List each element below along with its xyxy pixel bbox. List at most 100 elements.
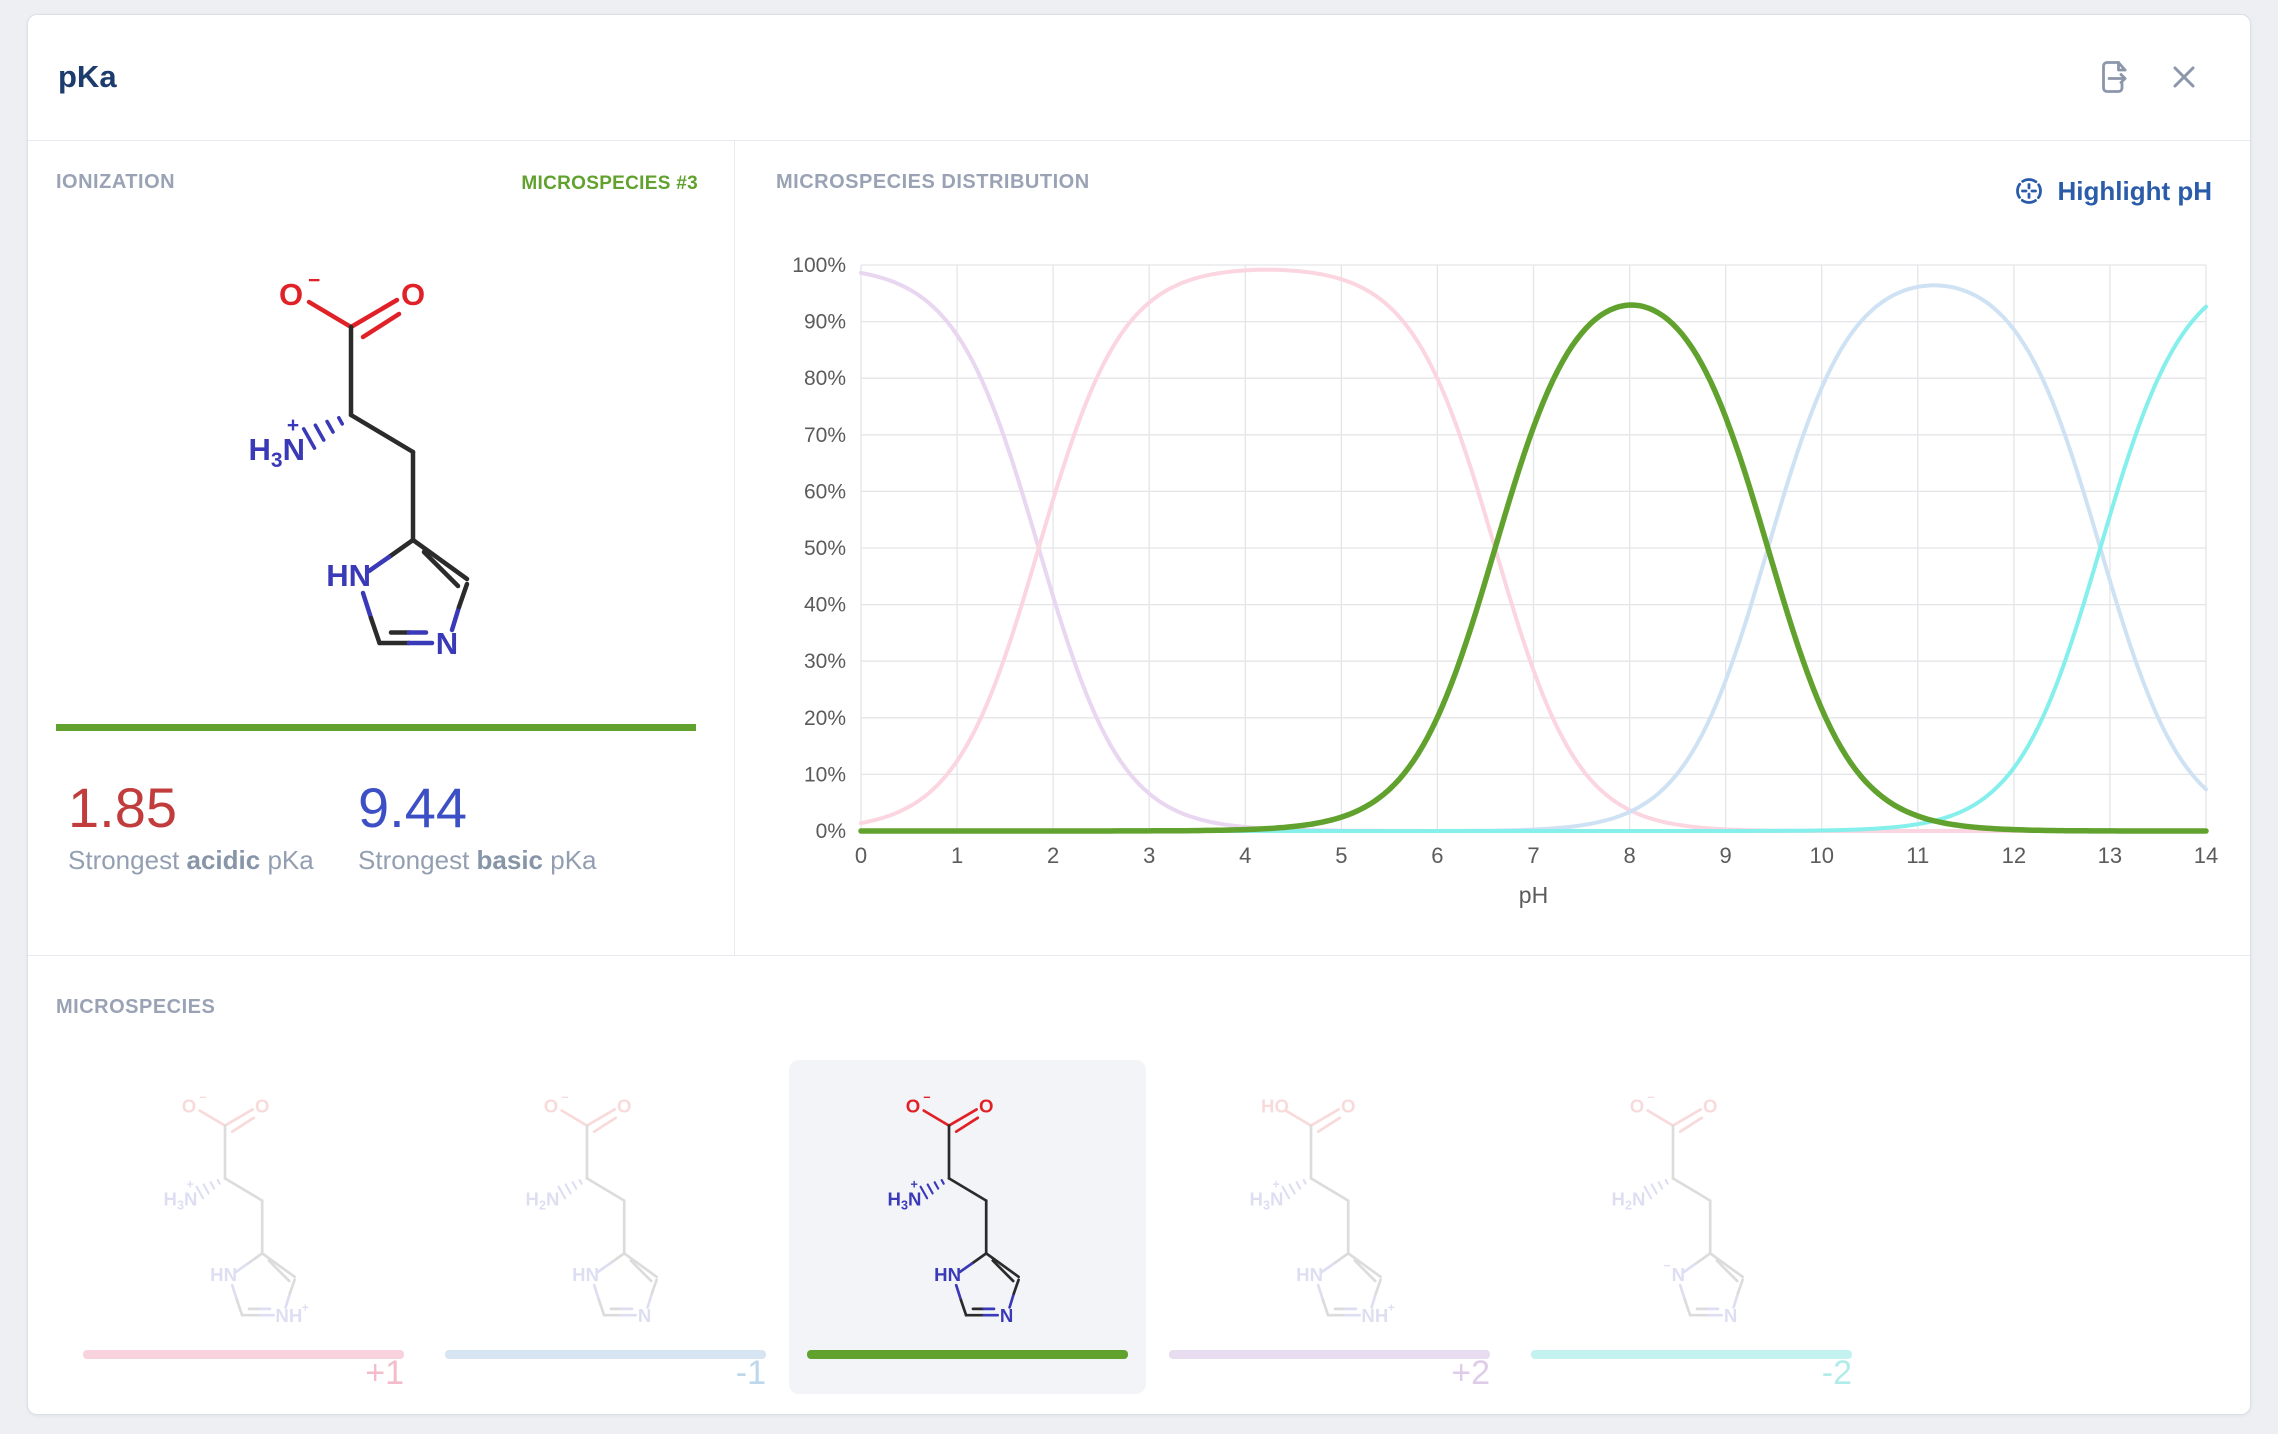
header-divider <box>28 140 2250 141</box>
close-button[interactable] <box>2164 57 2204 97</box>
svg-text:O: O <box>255 1095 269 1116</box>
svg-text:2: 2 <box>1047 843 1059 868</box>
molecule-structure: O − O H2N HN N <box>461 1074 749 1350</box>
svg-text:−: − <box>561 1091 568 1105</box>
charge-label: +2 <box>1451 1354 1490 1392</box>
svg-text:14: 14 <box>2194 843 2218 868</box>
species-color-bar <box>83 1350 404 1359</box>
svg-text:1: 1 <box>951 843 963 868</box>
svg-text:+: + <box>1273 1178 1280 1192</box>
svg-text:8: 8 <box>1623 843 1635 868</box>
svg-text:4: 4 <box>1239 843 1251 868</box>
molecule-structure: O − O H2N N − N <box>1547 1074 1835 1350</box>
microspecies-card-minus1[interactable]: O − O H2N HN N -1 <box>427 1060 784 1394</box>
microspecies-card-neutral-selected[interactable]: O − O H3N + HN N <box>789 1060 1146 1394</box>
acidic-pka-label: Strongest acidic pKa <box>68 844 314 875</box>
svg-text:100%: 100% <box>792 254 846 277</box>
svg-text:0%: 0% <box>816 820 846 843</box>
svg-text:H2N: H2N <box>1612 1188 1646 1212</box>
molecule-structure: O − O H3N + HN NH + <box>99 1074 387 1350</box>
svg-text:N: N <box>1000 1305 1013 1326</box>
svg-text:O: O <box>906 1095 920 1116</box>
species-color-bar <box>807 1350 1128 1359</box>
svg-text:+: + <box>287 414 299 437</box>
svg-text:−: − <box>923 1091 930 1105</box>
svg-text:70%: 70% <box>804 424 846 447</box>
crosshair-icon <box>2016 178 2043 204</box>
svg-text:90%: 90% <box>804 311 846 334</box>
acidic-pka-value: 1.85 <box>68 776 177 839</box>
basic-pka: 9.44 Strongest basic pKa <box>358 777 648 876</box>
svg-text:6: 6 <box>1431 843 1443 868</box>
svg-text:40%: 40% <box>804 594 846 617</box>
svg-text:H3N: H3N <box>249 432 305 472</box>
svg-text:−: − <box>1664 1259 1671 1273</box>
basic-pka-label: Strongest basic pKa <box>358 844 597 875</box>
svg-text:3: 3 <box>1143 843 1155 868</box>
section-divider <box>28 955 2250 956</box>
svg-text:pH: pH <box>1519 882 1548 908</box>
svg-text:O: O <box>401 277 425 312</box>
microspecies-card-minus2[interactable]: O − O H2N N − N -2 <box>1513 1060 1870 1394</box>
species-color-bar <box>445 1350 766 1359</box>
species-color-bar <box>1531 1350 1852 1359</box>
svg-text:−: − <box>199 1091 206 1105</box>
ionization-section-title: IONIZATION <box>56 171 176 193</box>
svg-text:10%: 10% <box>804 763 846 786</box>
svg-text:HO: HO <box>1261 1095 1289 1116</box>
charge-label: -2 <box>1821 1354 1852 1392</box>
svg-text:HN: HN <box>572 1264 599 1285</box>
svg-text:O: O <box>544 1095 558 1116</box>
svg-text:30%: 30% <box>804 650 846 673</box>
export-button[interactable] <box>2094 57 2134 97</box>
distribution-chart[interactable]: 0% 10% 20% 30% 40% 50% 60% 70% 80% 90% 100% 0 1 2 3 4 5 6… <box>766 241 2236 921</box>
svg-text:H3N: H3N <box>888 1188 922 1212</box>
svg-text:+: + <box>302 1301 309 1315</box>
svg-text:N: N <box>436 626 458 661</box>
svg-text:N: N <box>1672 1264 1685 1285</box>
molecule-structure: O − O H3N + HN N <box>823 1074 1111 1350</box>
selected-species-underline <box>56 724 696 731</box>
svg-text:NH: NH <box>1361 1305 1388 1326</box>
svg-text:5: 5 <box>1335 843 1347 868</box>
svg-text:O: O <box>617 1095 631 1116</box>
highlight-ph-label: Highlight pH <box>2057 175 2212 206</box>
microspecies-card-plus1[interactable]: O − O H3N + HN NH + +1 <box>65 1060 422 1394</box>
svg-text:50%: 50% <box>804 537 846 560</box>
microspecies-badge: MICROSPECIES #3 <box>521 173 698 194</box>
export-icon <box>2102 61 2127 93</box>
distribution-section-title: MICROSPECIES DISTRIBUTION <box>776 171 1090 193</box>
acidic-pka: 1.85 Strongest acidic pKa <box>68 777 358 876</box>
svg-text:11: 11 <box>1906 843 1929 868</box>
svg-text:12: 12 <box>2002 843 2026 868</box>
molecule-structure: HO O H3N + HN NH + <box>1185 1074 1473 1350</box>
microspecies-card-plus2[interactable]: HO O H3N + HN NH + +2 <box>1151 1060 1508 1394</box>
microspecies-list: O − O H3N + HN NH + +1 O − O H2N HN N -1 O − O H3N + HN N … <box>28 956 2250 1415</box>
svg-text:20%: 20% <box>804 707 846 730</box>
pka-values: 1.85 Strongest acidic pKa 9.44 Strongest… <box>68 777 648 876</box>
svg-text:+: + <box>187 1178 194 1192</box>
svg-text:0: 0 <box>855 843 867 868</box>
distribution-panel: MICROSPECIES DISTRIBUTION Highlight pH 0… <box>736 141 2252 955</box>
svg-text:O: O <box>979 1095 993 1116</box>
svg-text:−: − <box>1647 1091 1654 1105</box>
svg-text:60%: 60% <box>804 480 846 503</box>
species-color-bar <box>1169 1350 1490 1359</box>
svg-text:13: 13 <box>2098 843 2122 868</box>
svg-text:O: O <box>1341 1095 1355 1116</box>
svg-text:HN: HN <box>1296 1264 1323 1285</box>
close-icon <box>2173 66 2195 88</box>
svg-text:9: 9 <box>1719 843 1731 868</box>
svg-text:10: 10 <box>1809 843 1833 868</box>
header-actions <box>2094 57 2204 97</box>
svg-text:−: − <box>308 269 320 292</box>
page-title: pKa <box>58 59 117 94</box>
svg-text:H2N: H2N <box>526 1188 560 1212</box>
svg-text:N: N <box>638 1305 651 1326</box>
highlight-ph-button[interactable]: Highlight pH <box>2013 175 2212 207</box>
charge-label: -1 <box>735 1354 766 1392</box>
charge-label: +1 <box>365 1354 404 1392</box>
svg-text:HN: HN <box>326 558 371 593</box>
basic-pka-value: 9.44 <box>358 776 467 839</box>
svg-text:H3N: H3N <box>164 1188 198 1212</box>
